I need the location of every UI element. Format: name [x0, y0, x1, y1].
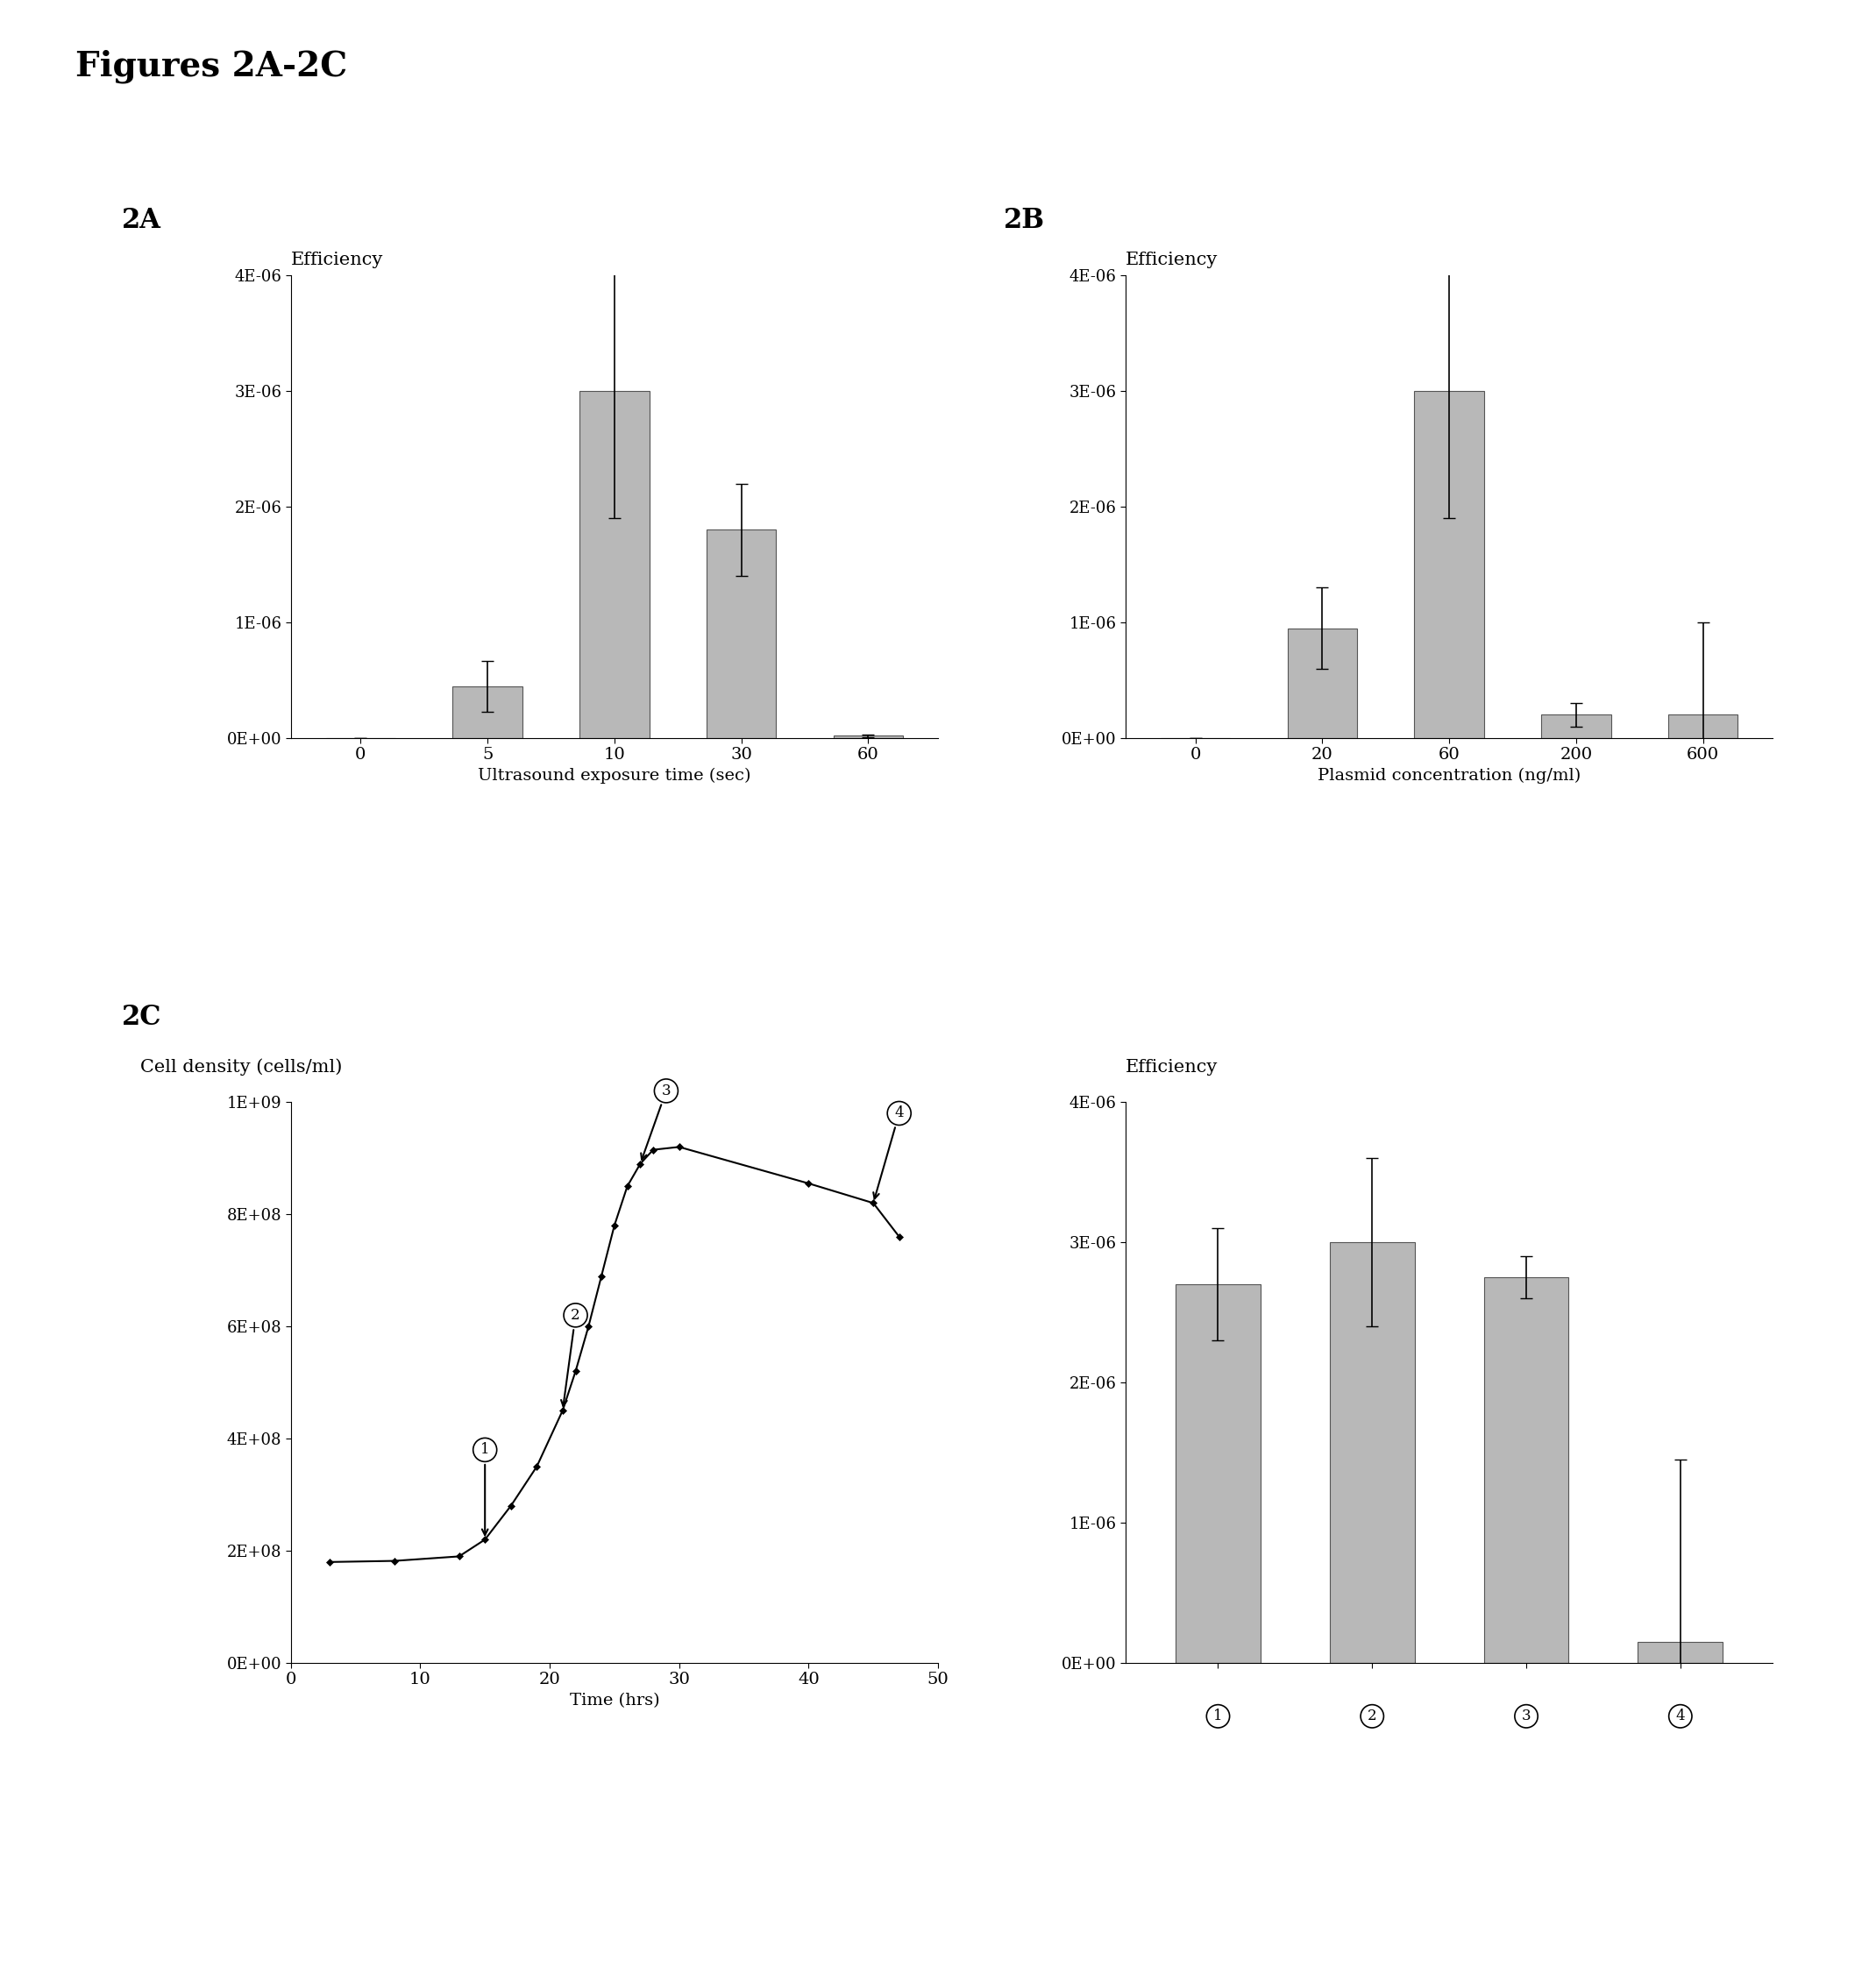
Text: Efficiency: Efficiency [1126, 252, 1218, 268]
Bar [1287, 628, 1356, 738]
Text: 4: 4 [874, 1106, 904, 1199]
X-axis label: Plasmid concentration (ng/ml): Plasmid concentration (ng/ml) [1317, 768, 1581, 783]
Text: 2A: 2A [122, 207, 161, 234]
Text: 3: 3 [1521, 1708, 1531, 1724]
Bar [1330, 1242, 1415, 1663]
Bar [707, 529, 777, 738]
Text: 2C: 2C [122, 1004, 161, 1031]
Bar [1484, 1277, 1568, 1663]
Bar [1176, 1285, 1261, 1663]
Bar [1542, 714, 1611, 738]
Bar [452, 687, 522, 738]
Text: 2B: 2B [1004, 207, 1045, 234]
Text: Cell density (cells/ml): Cell density (cells/ml) [141, 1059, 343, 1076]
X-axis label: Time (hrs): Time (hrs) [570, 1692, 658, 1708]
Bar [1668, 714, 1737, 738]
X-axis label: Ultrasound exposure time (sec): Ultrasound exposure time (sec) [478, 768, 750, 783]
Text: Efficiency: Efficiency [291, 252, 383, 268]
Text: Efficiency: Efficiency [1126, 1059, 1218, 1075]
Bar [1638, 1641, 1722, 1663]
Text: 2: 2 [561, 1309, 580, 1405]
Bar [1415, 392, 1484, 738]
Text: Figures 2A-2C: Figures 2A-2C [75, 49, 347, 83]
Text: 1: 1 [1214, 1708, 1223, 1724]
Bar [833, 736, 902, 738]
Text: 3: 3 [642, 1084, 672, 1159]
Bar [580, 392, 649, 738]
Text: 2: 2 [1368, 1708, 1377, 1724]
Text: 1: 1 [480, 1443, 490, 1535]
Text: 4: 4 [1675, 1708, 1685, 1724]
